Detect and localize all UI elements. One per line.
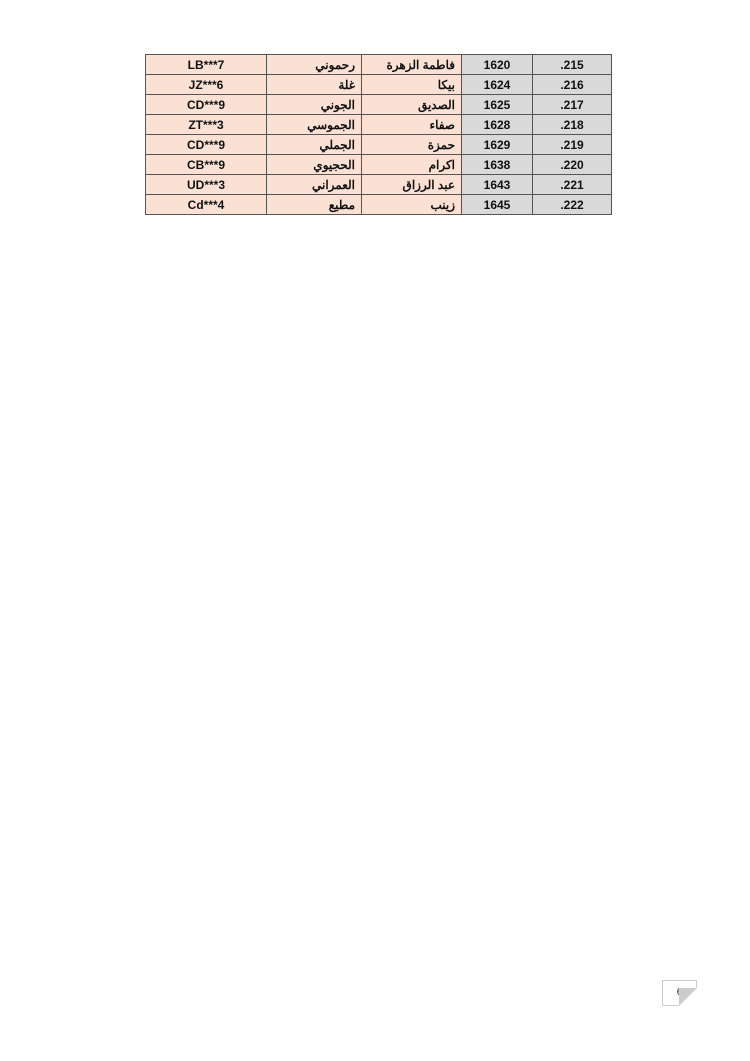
cell-first-name: زينب bbox=[361, 194, 462, 215]
cell-index: .220 bbox=[532, 154, 612, 175]
results-table: LB***7 رحموني فاطمة الزهرة 1620.215 JZ***6 غل… bbox=[145, 54, 612, 215]
cell-index: .221 bbox=[532, 174, 612, 195]
table-row: CB***9 الحجيوي اكرام 1638.220 bbox=[145, 154, 612, 175]
table-row: Cd***4 مطيع زينب 1645.222 bbox=[145, 194, 612, 215]
cell-index: .215 bbox=[532, 54, 612, 75]
cell-code: UD***3 bbox=[145, 174, 267, 195]
table-row: CD***9 الجملي حمزة 1629.219 bbox=[145, 134, 612, 155]
cell-code: JZ***6 bbox=[145, 74, 267, 95]
cell-surname: العمراني bbox=[266, 174, 362, 195]
cell-surname: الحجيوي bbox=[266, 154, 362, 175]
cell-first-name: صفاء bbox=[361, 114, 462, 135]
cell-surname: الجموسي bbox=[266, 114, 362, 135]
cell-code: Cd***4 bbox=[145, 194, 267, 215]
table-row: LB***7 رحموني فاطمة الزهرة 1620.215 bbox=[145, 54, 612, 75]
cell-surname: غلة bbox=[266, 74, 362, 95]
cell-surname: الجوني bbox=[266, 94, 362, 115]
table-row: JZ***6 غلة بيكا 1624.216 bbox=[145, 74, 612, 95]
cell-first-name: حمزة bbox=[361, 134, 462, 155]
page-fold-icon bbox=[679, 988, 697, 1006]
cell-first-name: عبد الرزاق bbox=[361, 174, 462, 195]
cell-first-name: اكرام bbox=[361, 154, 462, 175]
cell-number: 1638 bbox=[461, 154, 533, 175]
cell-first-name: فاطمة الزهرة bbox=[361, 54, 462, 75]
cell-code: LB***7 bbox=[145, 54, 267, 75]
cell-index: .222 bbox=[532, 194, 612, 215]
cell-index: .219 bbox=[532, 134, 612, 155]
cell-surname: الجملي bbox=[266, 134, 362, 155]
cell-first-name: بيكا bbox=[361, 74, 462, 95]
cell-index: .216 bbox=[532, 74, 612, 95]
table-row: ZT***3 الجموسي صفاء 1628.218 bbox=[145, 114, 612, 135]
cell-code: CD***9 bbox=[145, 134, 267, 155]
cell-number: 1629 bbox=[461, 134, 533, 155]
cell-code: CB***9 bbox=[145, 154, 267, 175]
cell-number: 1628 bbox=[461, 114, 533, 135]
table-row: UD***3 العمراني عبد الرزاق 1643.221 bbox=[145, 174, 612, 195]
cell-number: 1645 bbox=[461, 194, 533, 215]
cell-surname: رحموني bbox=[266, 54, 362, 75]
cell-index: .218 bbox=[532, 114, 612, 135]
cell-number: 1624 bbox=[461, 74, 533, 95]
cell-index: .217 bbox=[532, 94, 612, 115]
cell-code: CD***9 bbox=[145, 94, 267, 115]
cell-code: ZT***3 bbox=[145, 114, 267, 135]
cell-surname: مطيع bbox=[266, 194, 362, 215]
cell-first-name: الصديق bbox=[361, 94, 462, 115]
cell-number: 1620 bbox=[461, 54, 533, 75]
page-number: 6 bbox=[662, 980, 697, 1006]
cell-number: 1625 bbox=[461, 94, 533, 115]
table-row: CD***9 الجوني الصديق 1625.217 bbox=[145, 94, 612, 115]
cell-number: 1643 bbox=[461, 174, 533, 195]
